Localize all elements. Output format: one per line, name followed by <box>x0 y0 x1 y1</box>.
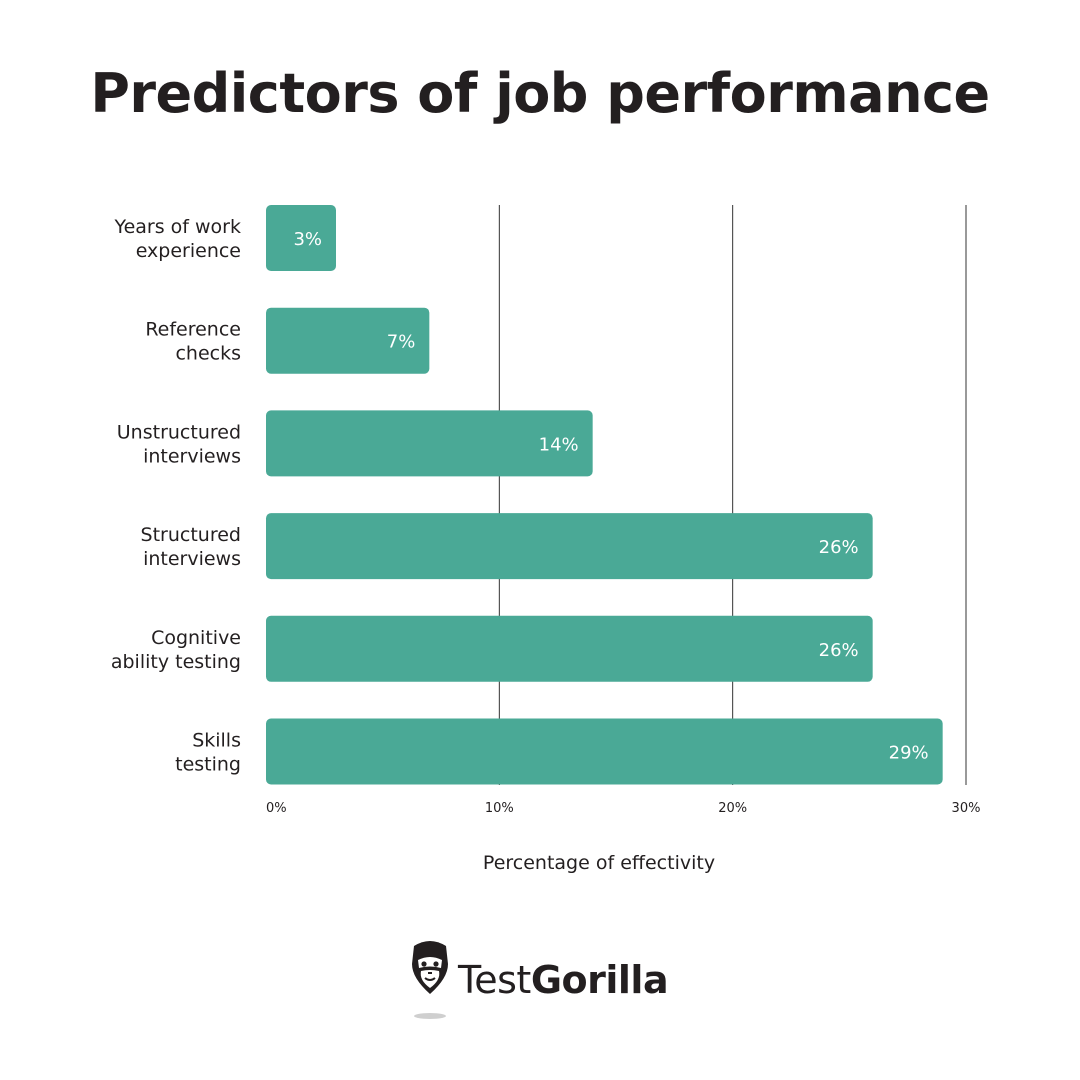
category-label: checks <box>175 343 241 365</box>
brand-name-bold: Gorilla <box>530 958 669 1002</box>
bar-value-label: 26% <box>819 537 859 558</box>
bar-value-label: 26% <box>819 640 859 661</box>
brand-logo: TestGorilla <box>408 938 669 1022</box>
x-tick-label: 10% <box>485 801 514 816</box>
category-label: Cognitive <box>151 627 241 649</box>
category-label: Unstructured <box>117 421 241 443</box>
x-tick-label: 0% <box>266 801 287 816</box>
bar <box>266 410 593 477</box>
brand-name-regular: Test <box>458 958 531 1002</box>
bar-value-label: 7% <box>387 332 416 353</box>
chart-title: Predictors of job performance <box>90 62 990 125</box>
bar <box>266 513 873 580</box>
bar <box>266 718 943 785</box>
category-label: experience <box>136 240 241 262</box>
category-label: Structured <box>141 524 241 546</box>
category-label: Skills <box>192 730 241 752</box>
brand-name: TestGorilla <box>458 958 669 1002</box>
category-label: Years of work <box>114 216 242 238</box>
x-axis-title: Percentage of effectivity <box>483 852 715 874</box>
bar <box>266 615 873 682</box>
category-label: interviews <box>143 445 241 467</box>
bar <box>266 205 336 271</box>
bar <box>266 307 430 374</box>
category-label: interviews <box>143 548 241 570</box>
category-label: testing <box>175 754 241 776</box>
bar-value-label: 29% <box>889 743 929 764</box>
category-label: ability testing <box>111 651 241 673</box>
bar-value-label: 14% <box>539 434 579 455</box>
gorilla-icon <box>412 941 448 1019</box>
x-tick-label: 30% <box>952 801 981 816</box>
bar-value-label: 3% <box>293 229 322 250</box>
x-tick-label: 20% <box>718 801 747 816</box>
category-label: Reference <box>145 319 241 341</box>
